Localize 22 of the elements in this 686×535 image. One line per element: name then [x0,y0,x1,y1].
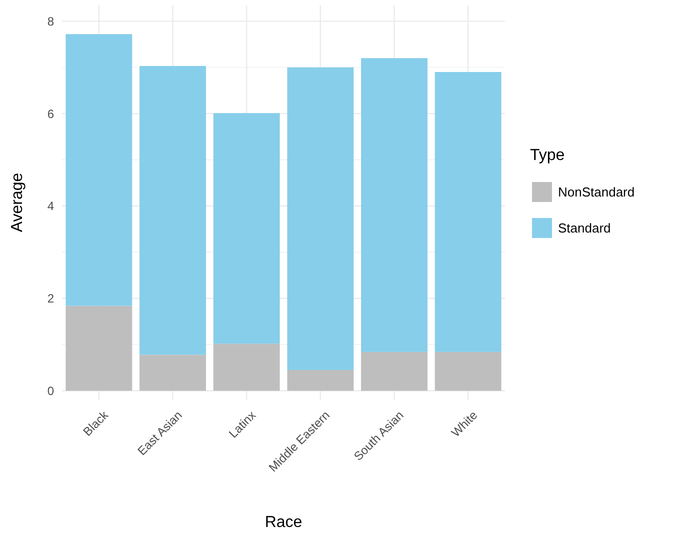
x-axis-title: Race [264,514,302,531]
bar [287,67,354,370]
bar [66,34,132,306]
bar [434,352,502,391]
y-tick-label: 4 [47,199,54,214]
bar [66,306,132,391]
legend-title: Type [530,147,565,164]
y-tick-label: 2 [47,292,54,306]
y-tick-label: 6 [47,106,54,121]
bar [213,344,280,391]
bar [434,72,502,352]
bar [213,113,280,344]
y-tick-label: 0 [47,384,54,398]
y-axis-title: Average [9,172,26,232]
legend-label: NonStandard [558,184,635,200]
bar [140,354,206,391]
bar [361,58,428,352]
bar [140,66,206,355]
legend-label: Standard [558,220,611,236]
bar [361,352,428,391]
y-tick-label: 8 [47,14,54,28]
bar [287,370,354,391]
